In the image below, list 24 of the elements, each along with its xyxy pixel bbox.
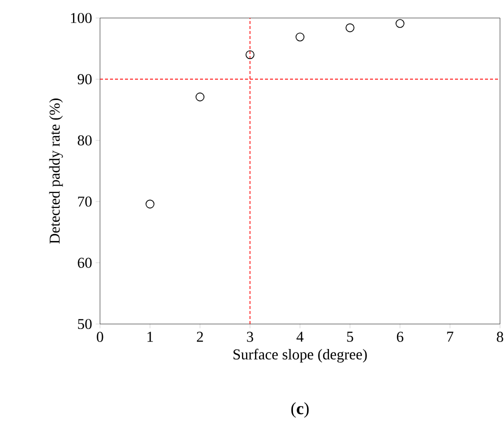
- y-tick-label: 50: [78, 318, 92, 330]
- point: [246, 50, 254, 60]
- x-tick-label: 4: [296, 332, 304, 342]
- x-tick-label: 3: [246, 332, 254, 342]
- text: (c): [291, 402, 309, 418]
- point: [346, 23, 354, 32]
- x-tick-label: 5: [347, 332, 354, 342]
- x-tick-label: 1: [148, 332, 153, 342]
- x-tick-label: 0: [96, 332, 104, 342]
- point: [396, 19, 404, 28]
- x-tick-label: 8: [496, 332, 504, 342]
- point: [196, 92, 204, 102]
- x-tick-label: 2: [196, 332, 203, 342]
- x-tick-label: 7: [447, 332, 454, 342]
- point: [296, 32, 304, 42]
- point: [146, 200, 154, 208]
- y-tick-label: 70: [78, 196, 92, 207]
- y-tick-label: 100: [71, 12, 92, 24]
- x-tick-label: 6: [396, 332, 404, 342]
- x-axis-title: Surface slope (degree): [234, 348, 367, 363]
- y-tick-label: 80: [78, 135, 92, 146]
- y-axis-title: Detected paddy rate (%): [49, 98, 63, 244]
- y-tick-label: 60: [78, 258, 92, 268]
- y-tick-label: 90: [78, 74, 92, 84]
